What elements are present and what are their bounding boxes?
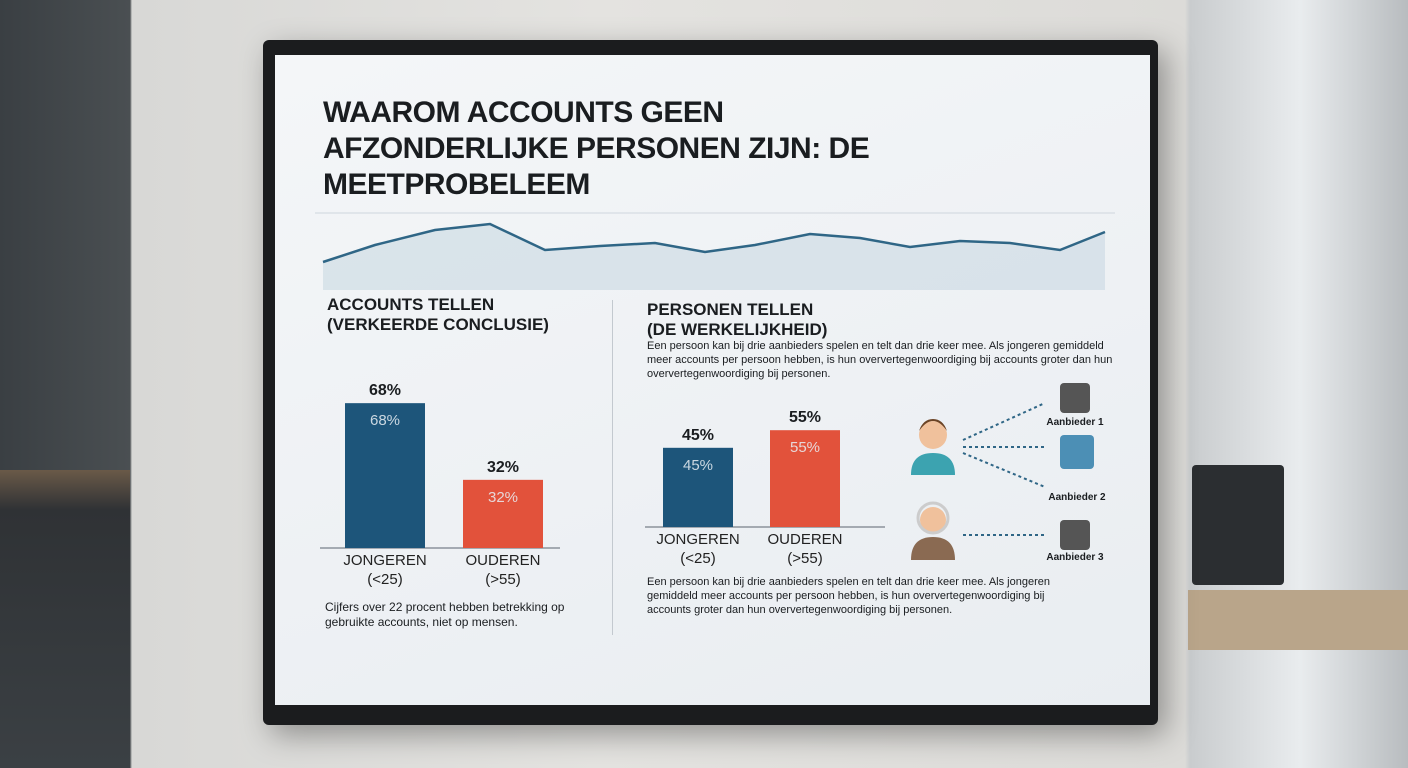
bar [770,430,840,527]
bar [463,479,543,548]
divider [612,300,613,635]
title: WAAROM ACCOUNTS GEEN AFZONDERLIJKE PERSO… [323,96,870,201]
left-heading: ACCOUNTS TELLEN (VERKEERDE CONCLUSIE) [327,295,549,335]
heading-line: (DE WERKELIJKHEID) [647,320,828,339]
provider-label: Aanbieder 1 [1046,417,1104,428]
bar-inner-label: 45% [683,457,713,474]
tv-screen: WAAROM ACCOUNTS GEEN AFZONDERLIJKE PERSO… [275,55,1150,705]
category-label: OUDEREN (>55) [767,531,843,567]
bar-chart: 45% 45% 55% 55% JONGEREN (<25) OUDEREN (>55) [645,351,895,581]
right-note: Een persoon kan bij drie aanbieders spel… [647,576,1050,616]
value-label: 45% [682,427,714,444]
heading-line: PERSONEN TELLEN [647,300,814,319]
provider-label: Aanbieder 3 [1046,552,1104,563]
value-label: 32% [487,459,519,476]
sparkline-area [323,224,1105,290]
heading-line: ACCOUNTS TELLEN [327,295,495,314]
category-label: OUDEREN (>55) [465,552,541,588]
provider-label: Aanbieder 2 [1048,492,1106,503]
plot: 68% 68% 32% 32% [320,382,560,549]
bar-inner-label: 55% [790,439,820,456]
sparkline-decoration [315,212,1115,290]
category-label: JONGEREN (<25) [343,552,427,588]
bar-chart: 68% 68% 32% 32% JONGEREN (<25) OUDEREN (>55) [320,335,570,600]
desk [1188,590,1408,650]
laptop [1192,465,1284,585]
person-old [911,501,955,560]
bar-inner-label: 32% [488,489,518,506]
sparkline [322,222,1106,264]
heading-line: (VERKEERDE CONCLUSIE) [327,315,549,334]
person-young [911,419,955,475]
right-intro: Een persoon kan bij drie aanbieders spel… [647,340,1113,380]
value-label: 68% [369,382,401,399]
bar [663,447,733,527]
bar [345,403,425,548]
category-label: JONGEREN (<25) [656,531,740,567]
arrows [962,402,1046,536]
left-note: Cijfers over 22 procent hebben betrekkin… [325,600,565,629]
right-heading: PERSONEN TELLEN (DE WERKELIJKHEID) [647,300,827,340]
provider-diagram [911,383,1094,560]
value-label: 55% [789,409,821,426]
bar-inner-label: 68% [370,412,400,429]
plot: 45% 45% 55% 55% [645,409,885,528]
provider-icons [1060,383,1094,550]
office-floor [0,470,130,768]
